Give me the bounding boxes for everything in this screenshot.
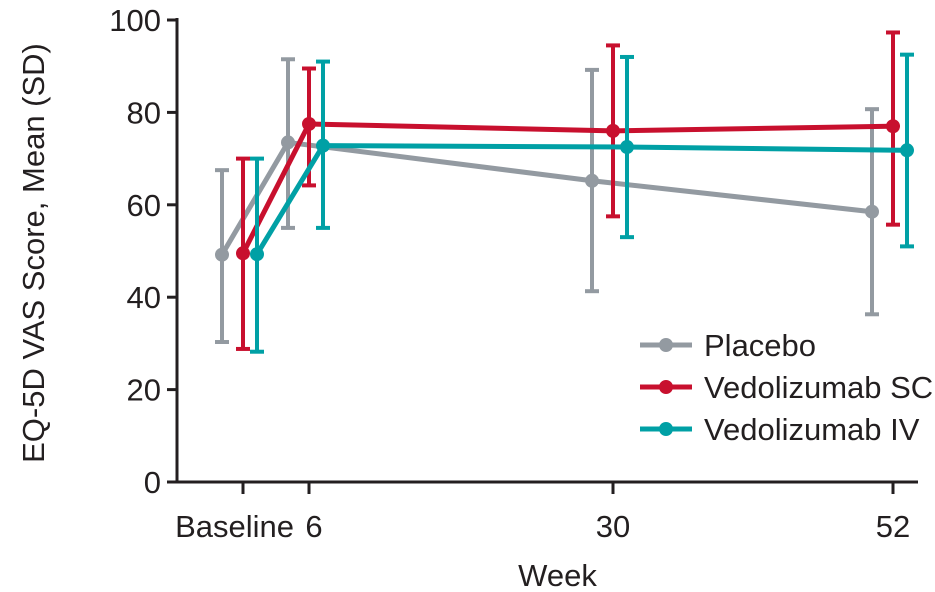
legend-swatch-marker bbox=[659, 422, 673, 436]
y-tick-label: 40 bbox=[127, 280, 161, 315]
legend-label: Placebo bbox=[704, 328, 816, 363]
legend-item: Vedolizumab SC bbox=[640, 370, 933, 405]
legend-swatch-marker bbox=[659, 380, 673, 394]
y-tick-label: 20 bbox=[127, 373, 161, 408]
y-tick-label: 80 bbox=[127, 95, 161, 130]
x-tick-label: 52 bbox=[876, 509, 910, 544]
legend-swatch-marker bbox=[659, 338, 673, 352]
series-vedolizumab-sc bbox=[236, 30, 900, 351]
y-tick-label: 0 bbox=[144, 465, 161, 500]
y-tick-label: 100 bbox=[109, 3, 161, 38]
data-point bbox=[585, 173, 599, 188]
series-line bbox=[219, 139, 873, 256]
y-tick-label: 60 bbox=[127, 188, 161, 223]
x-tick-label: 6 bbox=[305, 509, 322, 544]
data-point bbox=[606, 123, 620, 138]
legend-item: Vedolizumab IV bbox=[640, 412, 920, 447]
data-point bbox=[215, 247, 229, 262]
y-axis-title: EQ-5D VAS Score, Mean (SD) bbox=[16, 43, 51, 463]
data-point bbox=[250, 247, 264, 262]
legend-label: Vedolizumab IV bbox=[704, 412, 920, 447]
x-tick-label: 30 bbox=[596, 509, 630, 544]
data-point bbox=[900, 143, 914, 158]
data-point bbox=[281, 135, 295, 150]
data-point bbox=[620, 140, 634, 155]
data-point bbox=[302, 116, 316, 131]
series-vedolizumab-iv bbox=[250, 52, 914, 354]
legend: Placebo Vedolizumab SC Vedolizumab IV bbox=[640, 328, 933, 447]
data-point bbox=[886, 119, 900, 134]
axes: 0 20 40 60 80 100 Baseline 6 30 52 bbox=[109, 3, 918, 544]
data-point bbox=[865, 204, 879, 219]
data-point bbox=[316, 138, 330, 153]
x-tick-label: Baseline bbox=[175, 509, 294, 544]
series-line bbox=[254, 143, 908, 256]
series-placebo bbox=[215, 57, 879, 345]
legend-item: Placebo bbox=[640, 328, 816, 363]
plot-area bbox=[215, 30, 914, 354]
series-line bbox=[240, 121, 894, 255]
x-axis-title: Week bbox=[518, 558, 597, 592]
data-point bbox=[236, 246, 250, 261]
legend-label: Vedolizumab SC bbox=[704, 370, 933, 405]
